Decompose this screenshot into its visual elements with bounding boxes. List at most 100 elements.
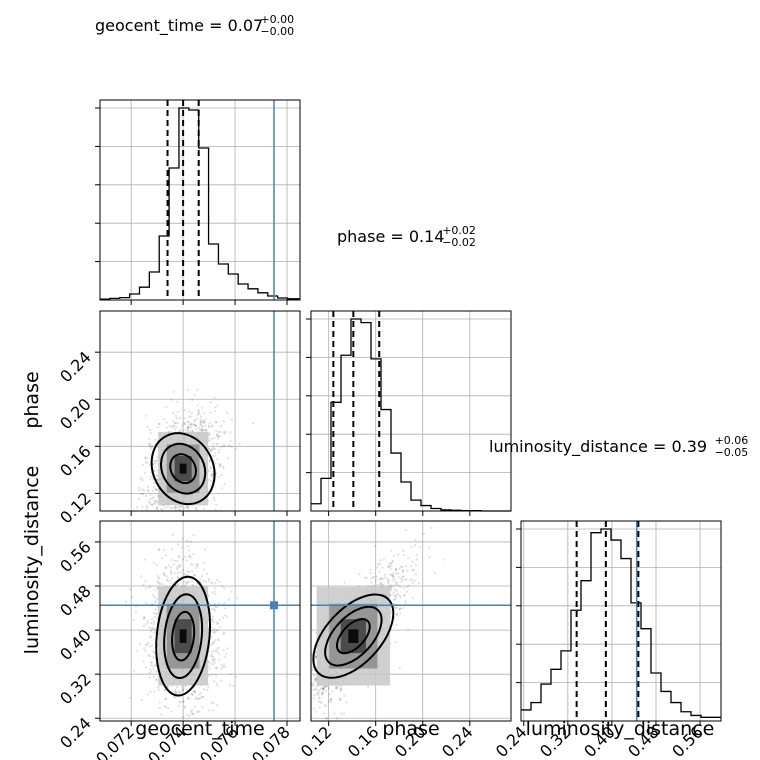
scatter-point bbox=[151, 594, 155, 597]
scatter-point bbox=[312, 681, 315, 685]
scatter-point bbox=[229, 439, 232, 443]
scatter-point bbox=[193, 418, 196, 421]
scatter-point bbox=[178, 704, 181, 708]
scatter-point bbox=[144, 456, 147, 459]
scatter-point bbox=[137, 497, 140, 500]
scatter-point bbox=[197, 404, 200, 407]
scatter-point bbox=[214, 593, 217, 596]
scatter-point bbox=[251, 422, 254, 425]
scatter-point bbox=[168, 516, 170, 518]
scatter-point bbox=[154, 589, 157, 592]
scatter-point bbox=[398, 594, 401, 597]
scatter-point bbox=[222, 632, 225, 635]
scatter-point bbox=[392, 584, 395, 588]
scatter-point bbox=[208, 460, 211, 463]
scatter-point bbox=[154, 600, 157, 603]
scatter-point bbox=[165, 579, 169, 582]
scatter-point bbox=[204, 425, 207, 428]
scatter-point bbox=[393, 578, 397, 582]
scatter-point bbox=[199, 515, 201, 517]
scatter-point bbox=[196, 388, 199, 391]
scatter-point bbox=[223, 483, 226, 486]
scatter-point bbox=[145, 508, 148, 511]
scatter-point bbox=[403, 593, 406, 597]
scatter-point bbox=[402, 575, 405, 578]
scatter-point bbox=[190, 712, 193, 715]
scatter-point bbox=[204, 429, 207, 432]
scatter-point bbox=[151, 503, 154, 506]
scatter-point bbox=[192, 713, 195, 716]
scatter-point bbox=[210, 473, 213, 476]
scatter-point bbox=[143, 527, 145, 529]
scatter-point bbox=[187, 506, 190, 509]
scatter-point bbox=[186, 429, 189, 432]
scatter-point bbox=[312, 674, 316, 678]
scatter-point bbox=[211, 447, 214, 450]
scatter-point bbox=[173, 506, 176, 509]
scatter-point bbox=[184, 517, 186, 519]
scatter-point bbox=[304, 689, 306, 691]
scatter-point bbox=[306, 683, 308, 685]
scatter-point bbox=[214, 452, 217, 455]
scatter-point bbox=[311, 668, 314, 671]
scatter-point bbox=[217, 451, 221, 454]
scatter-point bbox=[208, 667, 211, 670]
scatter-point bbox=[186, 545, 189, 548]
scatter-point bbox=[141, 505, 144, 509]
scatter-point bbox=[170, 547, 174, 551]
scatter-point bbox=[398, 567, 401, 570]
scatter-point bbox=[190, 422, 193, 425]
scatter-point bbox=[160, 556, 163, 560]
scatter-point bbox=[411, 596, 415, 599]
scatter-point bbox=[210, 635, 213, 638]
scatter-point bbox=[390, 562, 393, 565]
scatter-point bbox=[210, 643, 213, 646]
scatter-point bbox=[189, 422, 192, 426]
xlabel-phase: phase bbox=[382, 718, 439, 740]
scatter-point bbox=[151, 489, 155, 492]
scatter-point bbox=[202, 695, 205, 699]
scatter-point bbox=[142, 617, 146, 621]
scatter-point bbox=[138, 643, 141, 646]
scatter-point bbox=[195, 516, 197, 518]
hist-luminosity_distance-hgrid bbox=[521, 528, 721, 683]
scatter-point bbox=[148, 655, 151, 658]
scatter-point bbox=[227, 445, 230, 448]
scatter-phase-luminosity_distance-grid bbox=[311, 521, 511, 721]
scatter-point bbox=[376, 583, 379, 587]
scatter-point bbox=[148, 668, 152, 671]
scatter-point bbox=[150, 497, 154, 500]
scatter-point bbox=[174, 690, 177, 693]
scatter-point bbox=[307, 644, 309, 646]
scatter-point bbox=[215, 620, 218, 623]
scatter-point bbox=[178, 692, 181, 695]
scatter-point bbox=[193, 573, 196, 577]
scatter-point bbox=[323, 685, 326, 688]
scatter-point bbox=[394, 596, 397, 599]
scatter-point bbox=[391, 574, 394, 578]
scatter-point bbox=[389, 573, 392, 576]
scatter-point bbox=[207, 686, 210, 689]
scatter-point bbox=[171, 533, 174, 536]
scatter-point bbox=[183, 408, 186, 412]
scatter-point bbox=[164, 566, 167, 570]
scatter-point bbox=[410, 546, 413, 549]
scatter-point bbox=[153, 499, 156, 502]
scatter-point bbox=[218, 618, 221, 621]
scatter-point bbox=[339, 688, 342, 691]
scatter-point bbox=[213, 496, 216, 499]
scatter-point bbox=[223, 666, 227, 669]
scatter-point bbox=[149, 493, 152, 496]
scatter-point bbox=[161, 516, 163, 518]
scatter-point bbox=[372, 584, 375, 587]
scatter-point bbox=[156, 586, 159, 589]
scatter-point bbox=[220, 679, 223, 683]
scatter-point bbox=[196, 565, 199, 568]
scatter-point bbox=[170, 710, 173, 713]
scatter-point bbox=[188, 410, 191, 413]
scatter-point bbox=[183, 417, 186, 420]
scatter-point bbox=[170, 398, 173, 401]
scatter-point bbox=[199, 577, 202, 581]
scatter-point bbox=[153, 514, 155, 516]
